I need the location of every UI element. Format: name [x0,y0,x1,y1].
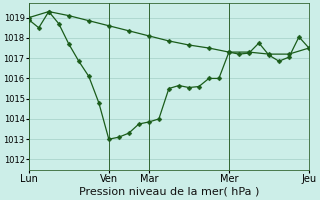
X-axis label: Pression niveau de la mer( hPa ): Pression niveau de la mer( hPa ) [79,187,259,197]
